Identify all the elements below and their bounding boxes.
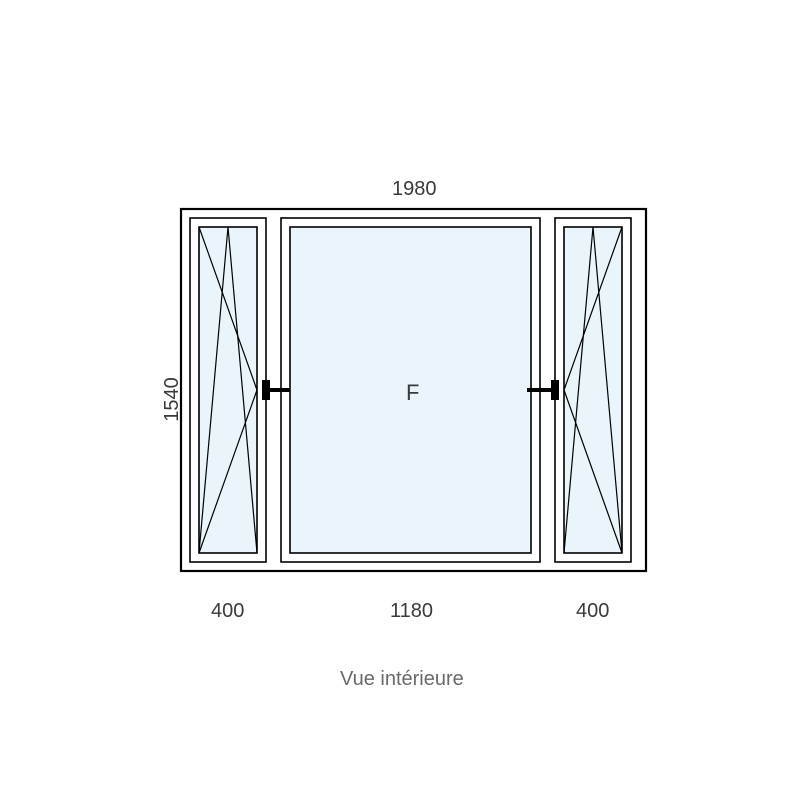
dim-total-height: 1540 (161, 377, 184, 422)
right-glass (564, 227, 622, 553)
diagram-canvas: 1980 1540 400 1180 400 F Vue intérieure (0, 0, 800, 800)
dim-total-width: 1980 (392, 178, 437, 201)
diagram-caption: Vue intérieure (340, 668, 464, 691)
dim-right-panel: 400 (576, 600, 609, 623)
right-handle-bar (527, 388, 555, 392)
center-panel-label: F (406, 380, 419, 406)
dim-center-panel: 1180 (390, 600, 433, 623)
left-glass (199, 227, 257, 553)
dim-left-panel: 400 (211, 600, 244, 623)
